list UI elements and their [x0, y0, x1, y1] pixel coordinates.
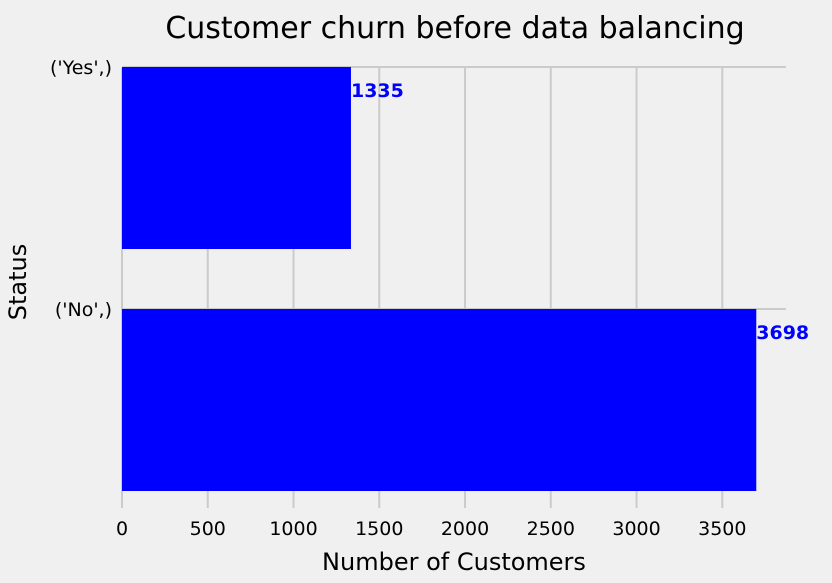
y-tick-labels: ('No',) ('Yes',) — [50, 57, 112, 321]
data-label: 1335 — [351, 80, 404, 102]
x-tick-label: 1000 — [269, 518, 317, 540]
bar — [122, 309, 757, 491]
x-tick-label: 3000 — [612, 518, 660, 540]
data-label: 3698 — [756, 322, 809, 344]
chart-title: Customer churn before data balancing — [165, 11, 744, 46]
x-tick-label: 500 — [190, 518, 226, 540]
data-labels: 3698 1335 — [351, 80, 809, 344]
y-tick-label: ('Yes',) — [50, 57, 112, 79]
x-tick-labels: 0 500 1000 1500 2000 2500 3000 3500 — [116, 518, 747, 540]
x-tick-label: 0 — [116, 518, 128, 540]
x-tick-label: 1500 — [355, 518, 403, 540]
bar — [122, 67, 351, 249]
x-tick-label: 3500 — [698, 518, 746, 540]
y-axis-label: Status — [4, 244, 32, 320]
x-axis-label: Number of Customers — [322, 548, 586, 576]
y-tick-label: ('No',) — [55, 299, 112, 321]
x-tick-label: 2500 — [527, 518, 575, 540]
bars — [122, 67, 757, 491]
x-tick-label: 2000 — [441, 518, 489, 540]
